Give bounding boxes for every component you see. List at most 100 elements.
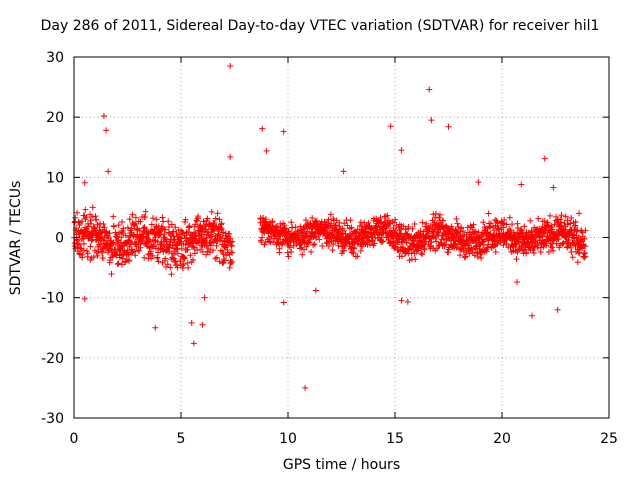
data-point (541, 230, 548, 237)
data-point (308, 248, 315, 255)
data-point (371, 240, 378, 247)
data-point (136, 227, 143, 234)
data-point (97, 241, 104, 248)
data-point (174, 245, 181, 252)
data-point (313, 217, 320, 224)
data-point (106, 257, 113, 264)
data-point (216, 216, 223, 223)
data-point (302, 384, 309, 391)
data-point (442, 241, 449, 248)
data-point (259, 125, 266, 132)
data-point (162, 248, 169, 255)
data-point (476, 234, 483, 241)
data-point (325, 216, 332, 223)
data-point (100, 220, 107, 227)
data-point (537, 244, 544, 251)
data-point (428, 239, 435, 246)
data-point (259, 234, 266, 241)
data-point (437, 225, 444, 232)
data-point (301, 246, 308, 253)
data-point (509, 221, 516, 228)
data-point (192, 230, 199, 237)
data-points (71, 63, 589, 391)
data-point (128, 246, 135, 253)
data-point (115, 260, 122, 267)
data-point (448, 223, 455, 230)
data-point (398, 147, 405, 154)
data-point (391, 244, 398, 251)
data-point (157, 245, 164, 252)
data-point (518, 227, 525, 234)
data-point (226, 230, 233, 237)
data-point (280, 128, 287, 135)
data-point (187, 252, 194, 259)
data-point (103, 127, 110, 134)
data-point (199, 321, 206, 328)
data-point (190, 243, 197, 250)
data-point (184, 246, 191, 253)
data-point (205, 245, 212, 252)
data-point (457, 246, 464, 253)
data-point (99, 255, 106, 262)
data-point (319, 243, 326, 250)
data-point (200, 218, 207, 225)
data-point (357, 219, 364, 226)
data-point (132, 240, 139, 247)
y-ticks: 30 20 10 0 -10 -20 -30 (41, 50, 609, 427)
data-point (555, 236, 562, 243)
data-point (507, 227, 514, 234)
data-point (172, 224, 179, 231)
data-point (349, 249, 356, 256)
data-point (501, 216, 508, 223)
data-point (460, 227, 467, 234)
data-point (491, 227, 498, 234)
data-point (469, 224, 476, 231)
data-point (445, 123, 452, 130)
data-point (330, 215, 337, 222)
data-point (389, 233, 396, 240)
data-point (137, 244, 144, 251)
data-point (316, 236, 323, 243)
data-point (309, 215, 316, 222)
data-point (457, 252, 464, 259)
data-point (340, 168, 347, 175)
data-point (221, 257, 228, 264)
data-point (357, 248, 364, 255)
data-point (419, 251, 426, 258)
data-point (275, 239, 282, 246)
data-point (545, 248, 552, 255)
data-point (493, 217, 500, 224)
data-point (120, 225, 127, 232)
data-point (303, 243, 310, 250)
data-point (108, 271, 115, 278)
data-point (393, 222, 400, 229)
data-point (174, 250, 181, 257)
data-point (329, 246, 336, 253)
data-point (129, 211, 136, 218)
data-point (281, 225, 288, 232)
data-point (384, 212, 391, 219)
data-point (550, 184, 557, 191)
data-point (500, 224, 507, 231)
data-point (478, 249, 485, 256)
data-point (437, 239, 444, 246)
data-point (79, 251, 86, 258)
data-point (419, 219, 426, 226)
data-point (423, 220, 430, 227)
data-point (418, 250, 425, 257)
data-point (153, 216, 160, 223)
data-point (126, 216, 133, 223)
data-point (311, 241, 318, 248)
data-point (84, 250, 91, 257)
data-point (549, 244, 556, 251)
data-point (299, 251, 306, 258)
data-point (190, 340, 197, 347)
data-point (178, 240, 185, 247)
data-point (550, 247, 557, 254)
x-tick-label: 20 (493, 431, 511, 447)
data-point (366, 241, 373, 248)
data-point (582, 227, 589, 234)
data-point (392, 227, 399, 234)
data-point (554, 306, 561, 313)
data-point (412, 256, 419, 263)
